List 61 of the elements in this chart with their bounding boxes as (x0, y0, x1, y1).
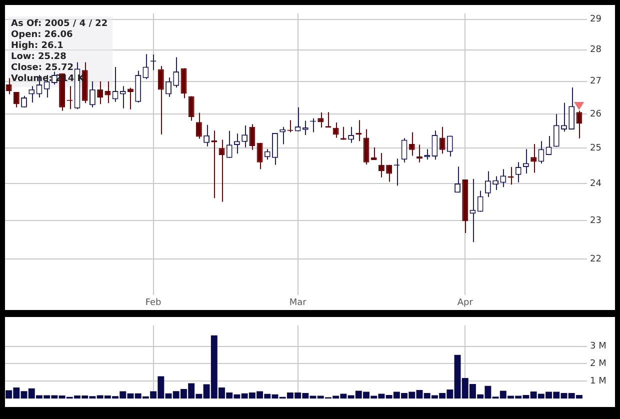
candlestick (97, 80, 104, 105)
candlestick (363, 128, 370, 166)
y-tick-label: 24 (590, 178, 602, 189)
candlestick (318, 112, 324, 128)
annotation: Low: 25.28 (11, 52, 66, 62)
candlestick (568, 86, 575, 130)
candlestick (104, 80, 111, 104)
candlestick (439, 126, 446, 154)
candlestick (166, 76, 172, 98)
candlestick (242, 124, 248, 148)
candlestick (264, 148, 270, 160)
y-tick-label: 27 (590, 76, 602, 87)
y-tick-label: 2 M (590, 359, 606, 370)
candlestick (173, 56, 180, 88)
candlestick (446, 135, 453, 157)
candlestick (280, 126, 286, 145)
annotation: Close: 25.72 (11, 63, 74, 74)
candlestick (530, 143, 537, 174)
y-tick-label: 25 (590, 143, 602, 154)
candlestick (28, 86, 35, 103)
candlestick (477, 190, 484, 212)
candlestick (142, 54, 149, 80)
y-tick-label: 23 (590, 216, 602, 226)
y-tick-label: 28 (590, 45, 602, 56)
candlestick (348, 126, 354, 144)
candlestick (272, 132, 278, 166)
y-tick-label: 26 (590, 109, 602, 120)
candlestick (302, 120, 308, 136)
candlestick (13, 92, 20, 108)
candlestick (332, 122, 339, 138)
candlestick (6, 78, 12, 95)
candlestick (249, 124, 256, 150)
x-tick-label: Apr (457, 298, 474, 308)
candlestick (408, 132, 415, 156)
candlestick (294, 106, 301, 132)
y-tick-label: 29 (590, 14, 602, 25)
candlestick (120, 86, 126, 109)
candlestick (561, 102, 567, 132)
candlestick (484, 170, 491, 198)
x-tick-label: Mar (289, 298, 307, 308)
candlestick (370, 146, 377, 160)
candlestick (378, 152, 384, 178)
candlestick (218, 139, 225, 202)
candlestick (500, 168, 506, 188)
candlestick (522, 148, 529, 174)
candlestick (538, 140, 544, 164)
y-tick-label: 22 (590, 254, 602, 264)
candlestick (188, 96, 194, 122)
candlestick (432, 130, 438, 160)
candlestick (196, 112, 202, 140)
y-tick-label: 3 M (590, 342, 606, 352)
candlestick (158, 66, 164, 135)
annotation: Open: 26.06 (11, 30, 73, 40)
candlestick (89, 80, 96, 108)
annotation: As Of: 2005 / 4 / 22 (11, 19, 108, 30)
candlestick (226, 130, 232, 158)
candlestick (553, 114, 560, 148)
x-tick-label: Feb (145, 298, 162, 308)
y-tick-label: 1 M (590, 376, 606, 387)
candlestick (234, 133, 240, 154)
annotation: High: 26.1 (11, 41, 64, 52)
